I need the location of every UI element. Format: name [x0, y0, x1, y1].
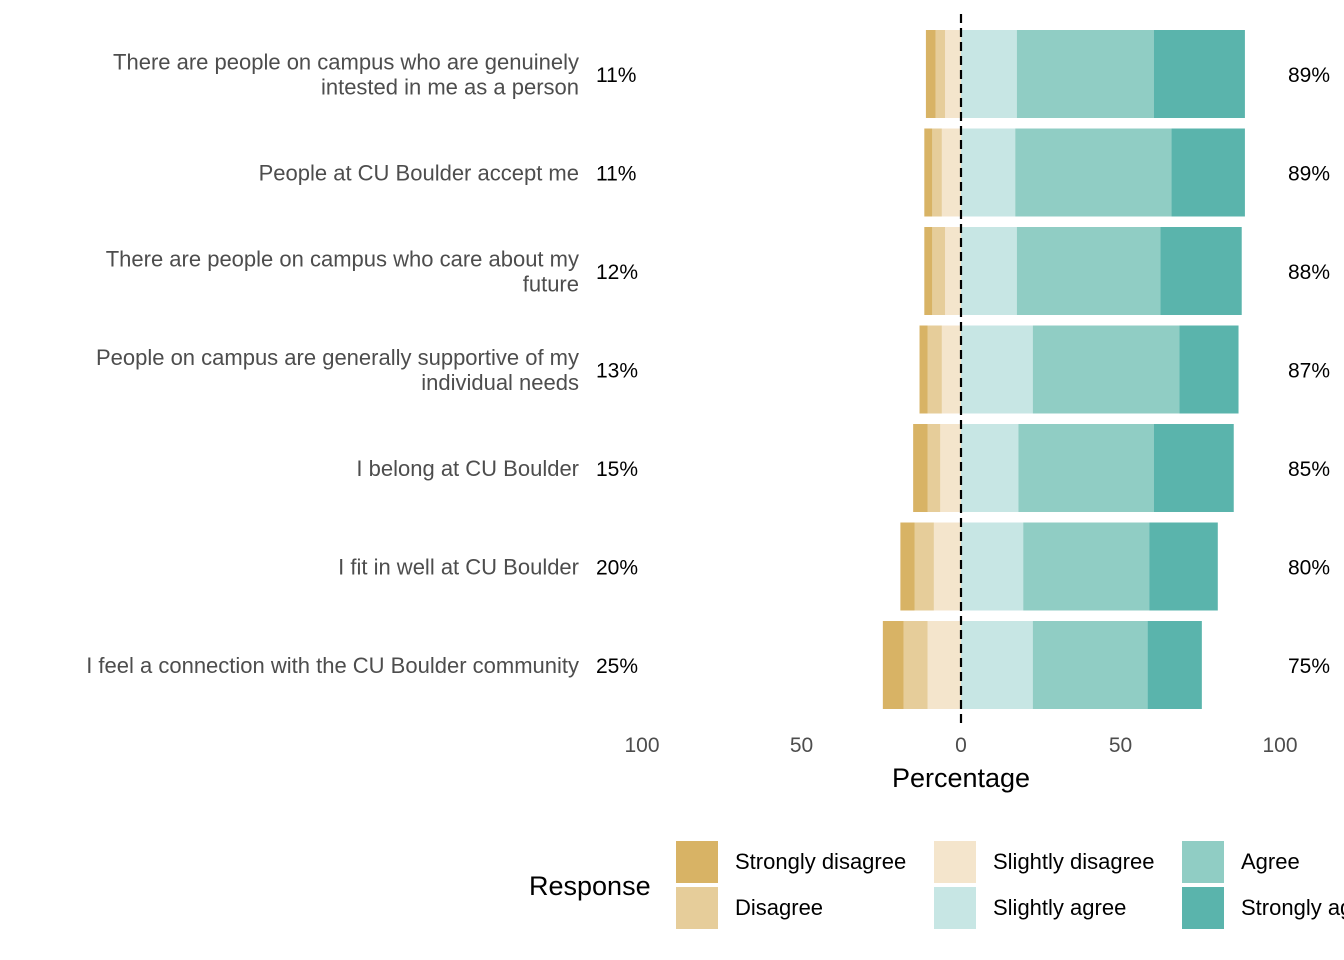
bar-segment-disagree [927, 325, 942, 414]
bar-segment-agree [1016, 30, 1154, 118]
bar-segment-disagree [932, 227, 946, 315]
bar-segment-strongly-disagree [925, 30, 936, 118]
category-label: I feel a connection with the CU Boulder … [86, 653, 579, 678]
bar-segment-strongly-disagree [882, 621, 904, 709]
category-label: There are people on campus who care abou… [106, 247, 579, 297]
bar-segment-disagree [935, 30, 946, 118]
negative-percent-label: 15% [596, 458, 638, 481]
bar-segment-strongly-disagree [919, 325, 928, 414]
x-tick-label: 50 [790, 734, 813, 757]
bars-layer [882, 30, 1245, 709]
legend-label: Slightly disagree [993, 849, 1154, 874]
x-tick-label: 50 [1109, 734, 1132, 757]
positive-percent-label: 75% [1288, 655, 1330, 678]
bar-segment-strongly-agree [1149, 522, 1218, 611]
negative-percent-label: 11% [596, 163, 636, 186]
x-axis: 100 50 0 50 100 [624, 734, 1297, 757]
legend-title: Response [529, 871, 651, 901]
legend-key-disagree [674, 885, 720, 931]
bar-segment-strongly-agree [1160, 227, 1242, 315]
legend-label: Slightly agree [993, 895, 1126, 920]
bar-segment-slightly-disagree [933, 522, 961, 611]
legend-key-slightly-disagree [932, 839, 978, 885]
legend-key-strongly-agree [1180, 885, 1226, 931]
negative-percent-label: 11% [596, 64, 636, 87]
bar-segment-slightly-disagree [941, 325, 961, 414]
bar-segment-strongly-disagree [924, 227, 933, 315]
positive-percent-label: 80% [1288, 557, 1330, 580]
bar-segment-agree [1018, 424, 1154, 512]
negative-percent-label: 25% [596, 655, 638, 678]
bar-segment-strongly-disagree [924, 128, 933, 217]
positive-percent-label: 88% [1288, 261, 1330, 284]
x-tick-label: 100 [624, 734, 659, 757]
legend-label: Disagree [735, 895, 823, 920]
x-axis-title: Percentage [892, 763, 1030, 793]
bar-segment-agree [1032, 621, 1148, 709]
bar-segment-slightly-agree [961, 424, 1019, 512]
legend-label: Strongly disagree [735, 849, 906, 874]
legend-key-strongly-disagree [674, 839, 720, 885]
positive-percent-label: 89% [1288, 64, 1330, 87]
bar-segment-strongly-agree [1153, 424, 1234, 512]
bar-segment-disagree [927, 424, 941, 512]
category-label: People on campus are generally supportiv… [96, 345, 579, 395]
category-label: I belong at CU Boulder [356, 456, 579, 481]
bar-segment-agree [1032, 325, 1180, 414]
bar-segment-slightly-disagree [940, 424, 961, 512]
positive-percent-label: 85% [1288, 458, 1330, 481]
category-label: I fit in well at CU Boulder [338, 555, 579, 580]
bar-segment-strongly-agree [1153, 30, 1245, 118]
bar-segment-slightly-disagree [945, 227, 961, 315]
legend-label: Strongly agree [1241, 895, 1344, 920]
bar-segment-slightly-agree [961, 30, 1017, 118]
positive-percent-label: 87% [1288, 360, 1330, 383]
bar-segment-slightly-disagree [941, 128, 961, 217]
bar-segment-slightly-agree [961, 128, 1016, 217]
bar-segment-disagree [914, 522, 934, 611]
positive-percent-label: 89% [1288, 163, 1330, 186]
x-tick-label: 100 [1262, 734, 1297, 757]
legend-label: Agree [1241, 849, 1300, 874]
bar-segment-slightly-agree [961, 325, 1033, 414]
legend-key-slightly-agree [932, 885, 978, 931]
bar-segment-slightly-agree [961, 227, 1017, 315]
bar-segment-strongly-agree [1147, 621, 1202, 709]
legend-key-agree [1180, 839, 1226, 885]
bar-segment-slightly-agree [961, 522, 1024, 611]
bar-segment-disagree [903, 621, 928, 709]
legend: Response Strongly disagree Disagree Slight… [529, 839, 1344, 931]
negative-percent-label: 13% [596, 360, 638, 383]
bar-segment-slightly-disagree [927, 621, 961, 709]
x-tick-label: 0 [955, 734, 967, 757]
bar-segment-disagree [932, 128, 942, 217]
bar-segment-slightly-disagree [945, 30, 961, 118]
bar-segment-slightly-agree [961, 621, 1033, 709]
labels-layer: There are people on campus who are genui… [86, 50, 1330, 679]
category-label: There are people on campus who are genui… [113, 50, 579, 100]
bar-segment-agree [1016, 227, 1161, 315]
negative-percent-label: 20% [596, 557, 638, 580]
category-label: People at CU Boulder accept me [259, 161, 579, 186]
bar-segment-agree [1023, 522, 1150, 611]
negative-percent-label: 12% [596, 261, 638, 284]
bar-segment-agree [1015, 128, 1172, 217]
bar-segment-strongly-disagree [900, 522, 915, 611]
bar-segment-strongly-agree [1179, 325, 1239, 414]
bar-segment-strongly-agree [1171, 128, 1245, 217]
bar-segment-strongly-disagree [913, 424, 928, 512]
